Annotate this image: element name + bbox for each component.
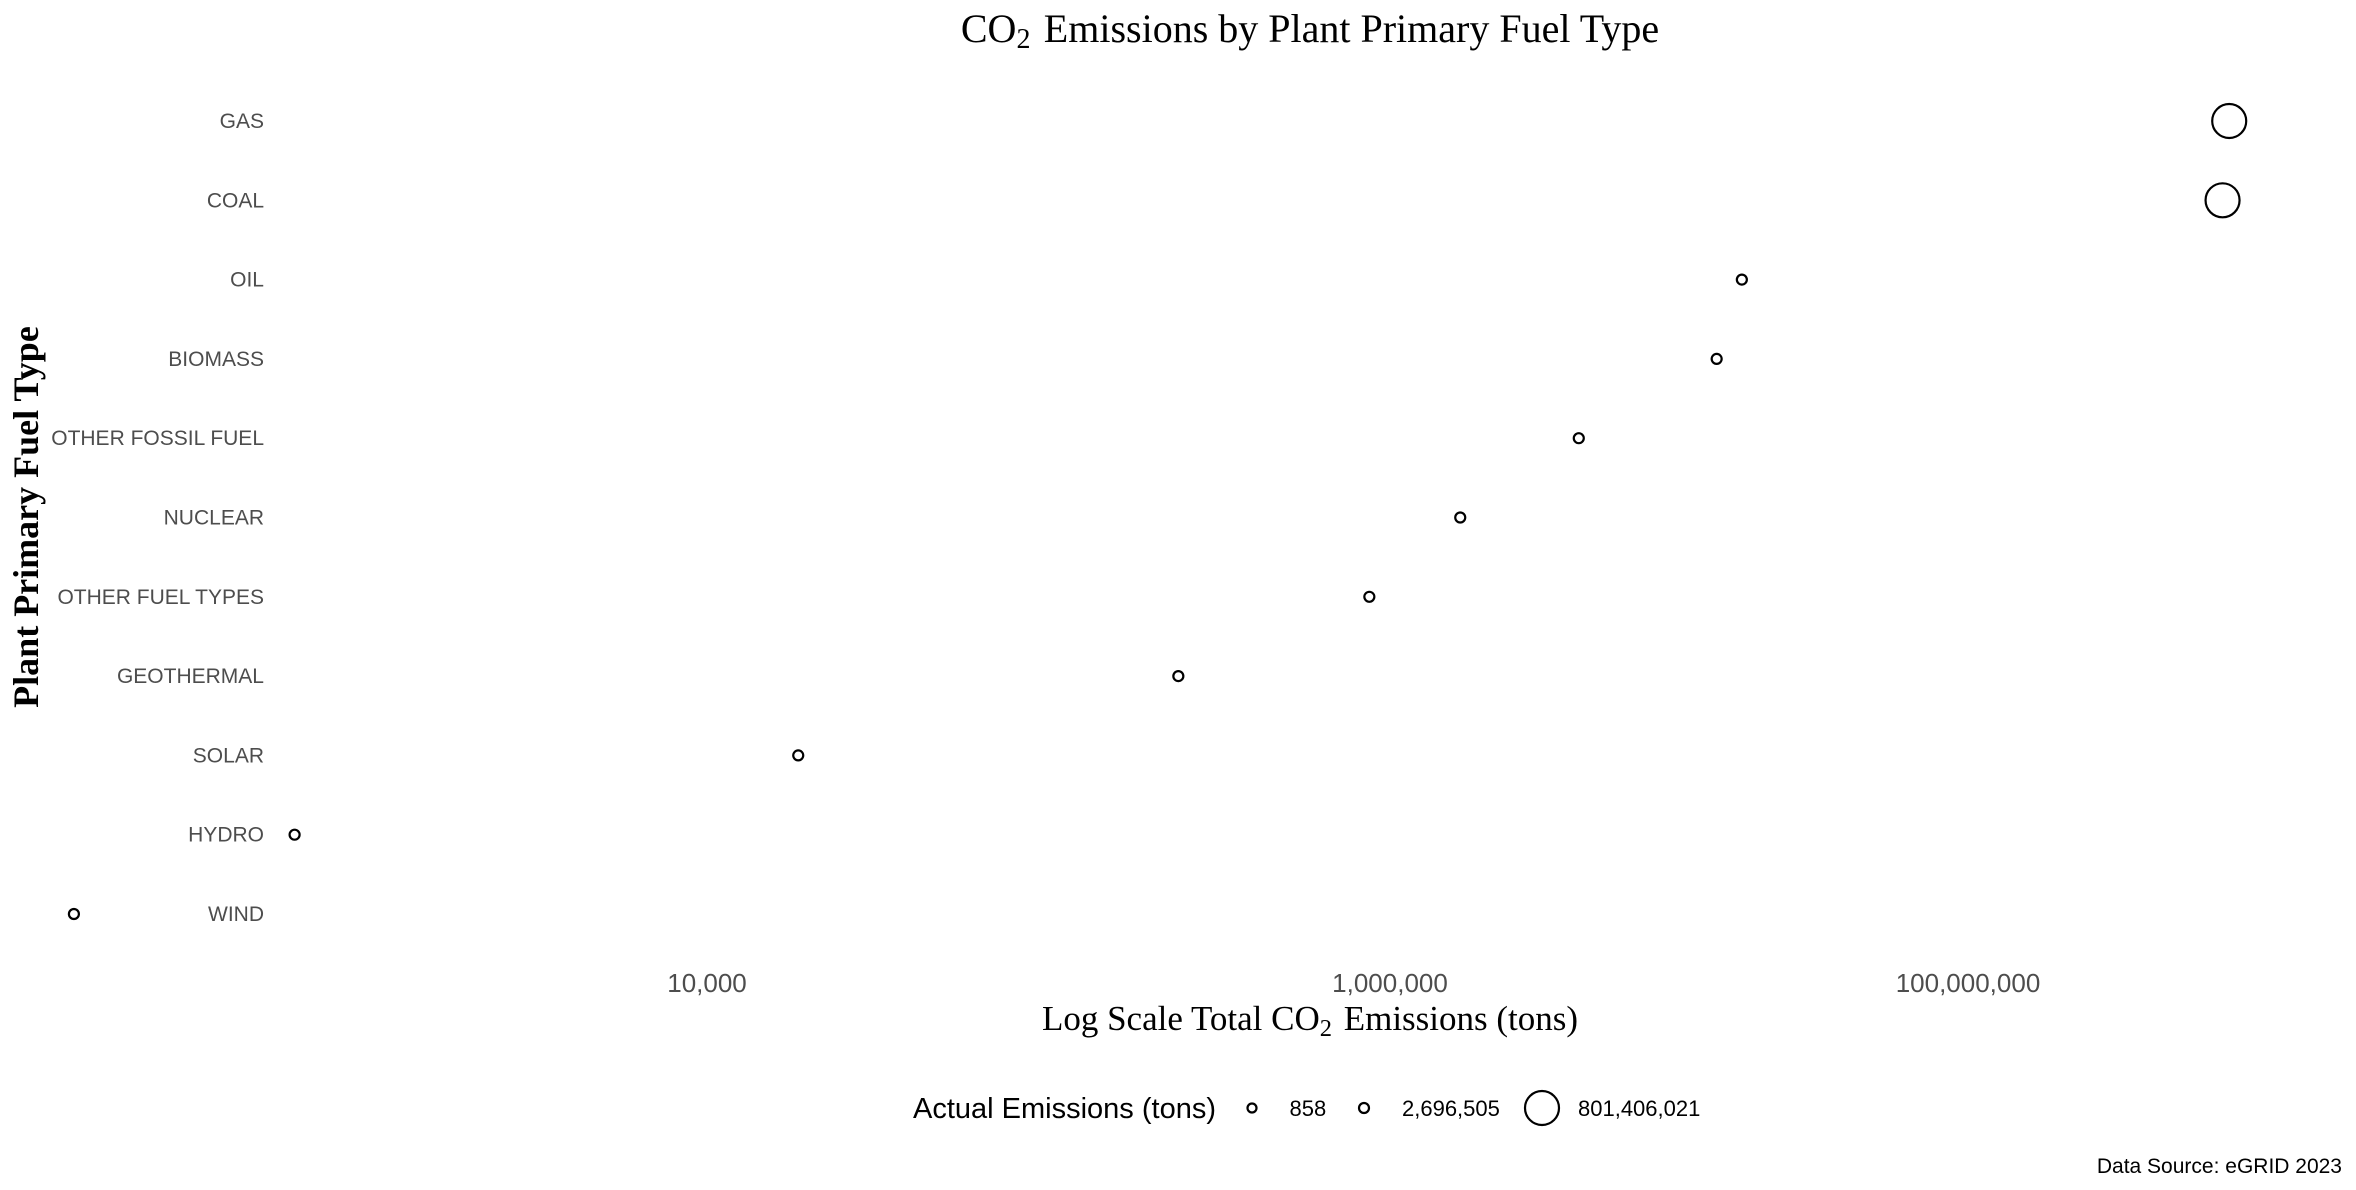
data-point — [1363, 590, 1376, 603]
data-source-caption: Data Source: eGRID 2023 — [2097, 1155, 2342, 1178]
category-labels: GAS COAL OIL BIOMASS OTHER FOSSIL FUEL NUCLEA… — [51, 110, 264, 926]
data-points — [67, 102, 2248, 921]
category-label: OTHER FUEL TYPES — [57, 586, 264, 609]
data-point — [2211, 102, 2248, 140]
category-label: GEOTHERMAL — [117, 665, 264, 688]
legend-label: 801,406,021 — [1578, 1096, 1700, 1121]
category-label: GAS — [220, 110, 264, 133]
data-point — [1710, 352, 1723, 365]
category-label: WIND — [208, 903, 264, 926]
data-point — [2204, 182, 2241, 219]
data-point — [288, 828, 301, 841]
x-tick-label: 10,000 — [667, 968, 747, 998]
data-point — [1172, 669, 1185, 683]
x-tick-labels: 10,000 1,000,000 100,000,000 — [667, 968, 2040, 998]
legend-label: 858 — [1290, 1096, 1327, 1121]
legend-items: 858 2,696,505 801,406,021 — [1246, 1089, 1700, 1127]
legend-key — [1357, 1101, 1371, 1115]
legend-key — [1523, 1089, 1561, 1127]
legend-title: Actual Emissions (tons) — [913, 1093, 1216, 1125]
y-axis-label: Plant Primary Fuel Type — [6, 326, 46, 708]
data-point — [1735, 273, 1748, 286]
x-tick-label: 1,000,000 — [1332, 968, 1448, 998]
x-tick-label: 100,000,000 — [1896, 968, 2041, 998]
chart-title: CO2 Emissions by Plant Primary Fuel Type — [961, 6, 1659, 55]
category-label: BIOMASS — [168, 348, 264, 371]
data-point — [792, 749, 805, 762]
legend-key — [1246, 1102, 1258, 1114]
data-point — [1572, 432, 1585, 445]
size-legend: Actual Emissions (tons) 858 2,696,505 801,… — [913, 1089, 1700, 1127]
data-point — [1454, 511, 1467, 524]
legend-label: 2,696,505 — [1402, 1096, 1500, 1121]
category-label: OIL — [230, 269, 264, 292]
x-axis-label: Log Scale Total CO2 Emissions (tons) — [1042, 999, 1578, 1042]
category-label: NUCLEAR — [164, 507, 264, 530]
category-label: HYDRO — [188, 824, 264, 847]
category-label: COAL — [207, 189, 264, 212]
data-point — [67, 907, 81, 921]
category-label: SOLAR — [193, 744, 264, 767]
category-label: OTHER FOSSIL FUEL — [51, 427, 264, 450]
